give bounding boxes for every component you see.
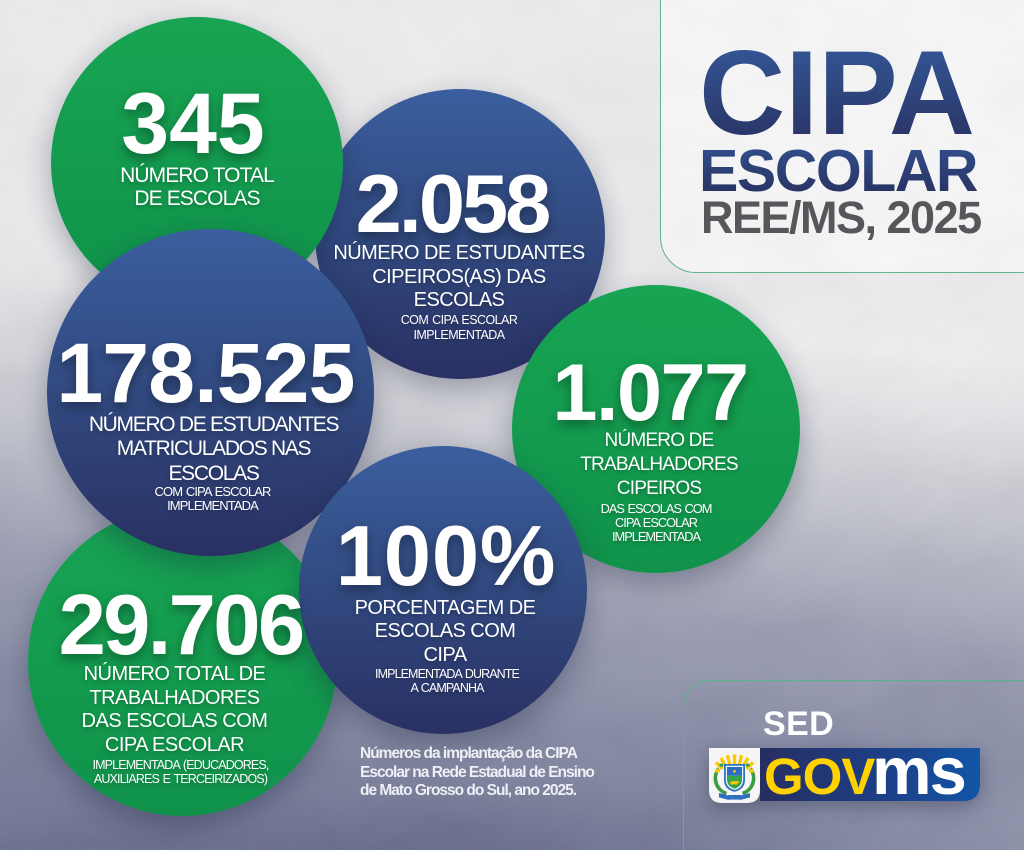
svg-text:GOV: GOV: [764, 748, 875, 803]
svg-text:ms: ms: [872, 748, 965, 803]
